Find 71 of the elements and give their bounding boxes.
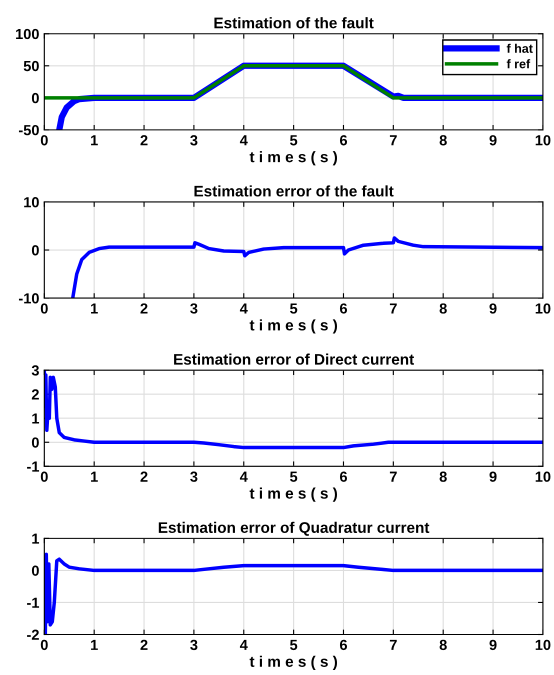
chart-title: Estimation error of Direct current bbox=[174, 354, 414, 365]
y-tick-label: 0 bbox=[32, 566, 39, 576]
x-tick-label: 2 bbox=[140, 303, 148, 314]
x-tick-label: 4 bbox=[240, 303, 248, 314]
x-tick-label: 8 bbox=[440, 135, 447, 146]
y-tick-label: -1 bbox=[27, 598, 40, 608]
y-tick-label: 10 bbox=[24, 197, 39, 208]
y-tick-label: 2 bbox=[32, 389, 39, 400]
x-tick-label: 3 bbox=[190, 303, 198, 314]
x-tick-label: 8 bbox=[440, 472, 447, 482]
x-tick-label: 9 bbox=[490, 472, 497, 482]
x-tick-label: 1 bbox=[91, 472, 98, 482]
chart-title: Estimation of the fault bbox=[214, 17, 374, 28]
legend-label: f ref bbox=[506, 59, 530, 68]
x-tick-label: 10 bbox=[536, 303, 550, 314]
x-tick-label: 9 bbox=[490, 135, 497, 146]
x-tick-label: 7 bbox=[390, 135, 397, 146]
x-tick-label: 3 bbox=[190, 135, 198, 146]
x-tick-label: 3 bbox=[190, 640, 198, 650]
x-tick-label: 0 bbox=[40, 135, 48, 146]
x-tick-label: 9 bbox=[490, 640, 497, 650]
x-tick-label: 6 bbox=[340, 135, 348, 146]
x-axis-title: t i m e s ( s ) bbox=[250, 319, 338, 334]
x-tick-label: 2 bbox=[140, 135, 148, 146]
y-tick-label: 50 bbox=[24, 60, 39, 72]
x-tick-label: 7 bbox=[390, 303, 397, 314]
x-axis-title: t i m e s ( s ) bbox=[250, 151, 338, 166]
x-tick-label: 10 bbox=[536, 135, 550, 146]
x-tick-label: 5 bbox=[290, 472, 298, 482]
x-axis-title: t i m e s ( s ) bbox=[250, 656, 338, 670]
x-tick-label: 1 bbox=[91, 303, 98, 314]
x-tick-label: 6 bbox=[340, 640, 348, 650]
y-tick-label: -2 bbox=[27, 630, 39, 640]
y-tick-label: 0 bbox=[32, 92, 39, 104]
x-tick-label: 1 bbox=[91, 640, 98, 650]
x-tick-label: 7 bbox=[390, 640, 397, 650]
x-tick-label: 8 bbox=[440, 303, 447, 314]
y-tick-label: 1 bbox=[32, 534, 40, 544]
x-tick-label: 0 bbox=[40, 640, 48, 650]
y-tick-label: 1 bbox=[32, 413, 40, 424]
x-tick-label: 1 bbox=[91, 135, 98, 146]
x-tick-label: 0 bbox=[40, 472, 48, 482]
x-tick-label: 10 bbox=[536, 640, 550, 650]
x-axis-title: t i m e s ( s ) bbox=[250, 488, 338, 502]
x-tick-label: 9 bbox=[490, 303, 497, 314]
y-tick-label: 0 bbox=[32, 245, 39, 256]
x-tick-label: 4 bbox=[240, 640, 248, 650]
x-tick-label: 5 bbox=[290, 640, 298, 650]
legend-label: f hat bbox=[506, 44, 533, 53]
y-tick-label: 0 bbox=[32, 437, 39, 448]
y-tick-label: 100 bbox=[16, 28, 39, 40]
y-tick-label: -10 bbox=[18, 293, 39, 304]
x-tick-label: 6 bbox=[340, 472, 348, 482]
y-tick-label: 3 bbox=[32, 365, 39, 376]
x-tick-label: 8 bbox=[440, 640, 447, 650]
x-tick-label: 10 bbox=[536, 472, 550, 482]
x-tick-label: 3 bbox=[190, 472, 198, 482]
x-tick-label: 6 bbox=[340, 303, 348, 314]
line-series bbox=[71, 236, 543, 298]
chart-title: Estimation error of Quadratur current bbox=[158, 522, 430, 536]
x-tick-label: 5 bbox=[290, 135, 298, 146]
x-tick-label: 4 bbox=[240, 472, 248, 482]
y-tick-label: -1 bbox=[27, 462, 40, 472]
x-tick-label: 0 bbox=[40, 303, 48, 314]
chart-title: Estimation error of the fault bbox=[194, 185, 394, 197]
x-tick-label: 4 bbox=[240, 135, 248, 146]
x-tick-label: 7 bbox=[390, 472, 397, 482]
y-tick-label: -50 bbox=[18, 124, 39, 136]
x-tick-label: 2 bbox=[140, 472, 148, 482]
x-tick-label: 5 bbox=[290, 303, 298, 314]
x-tick-label: 2 bbox=[140, 640, 148, 650]
